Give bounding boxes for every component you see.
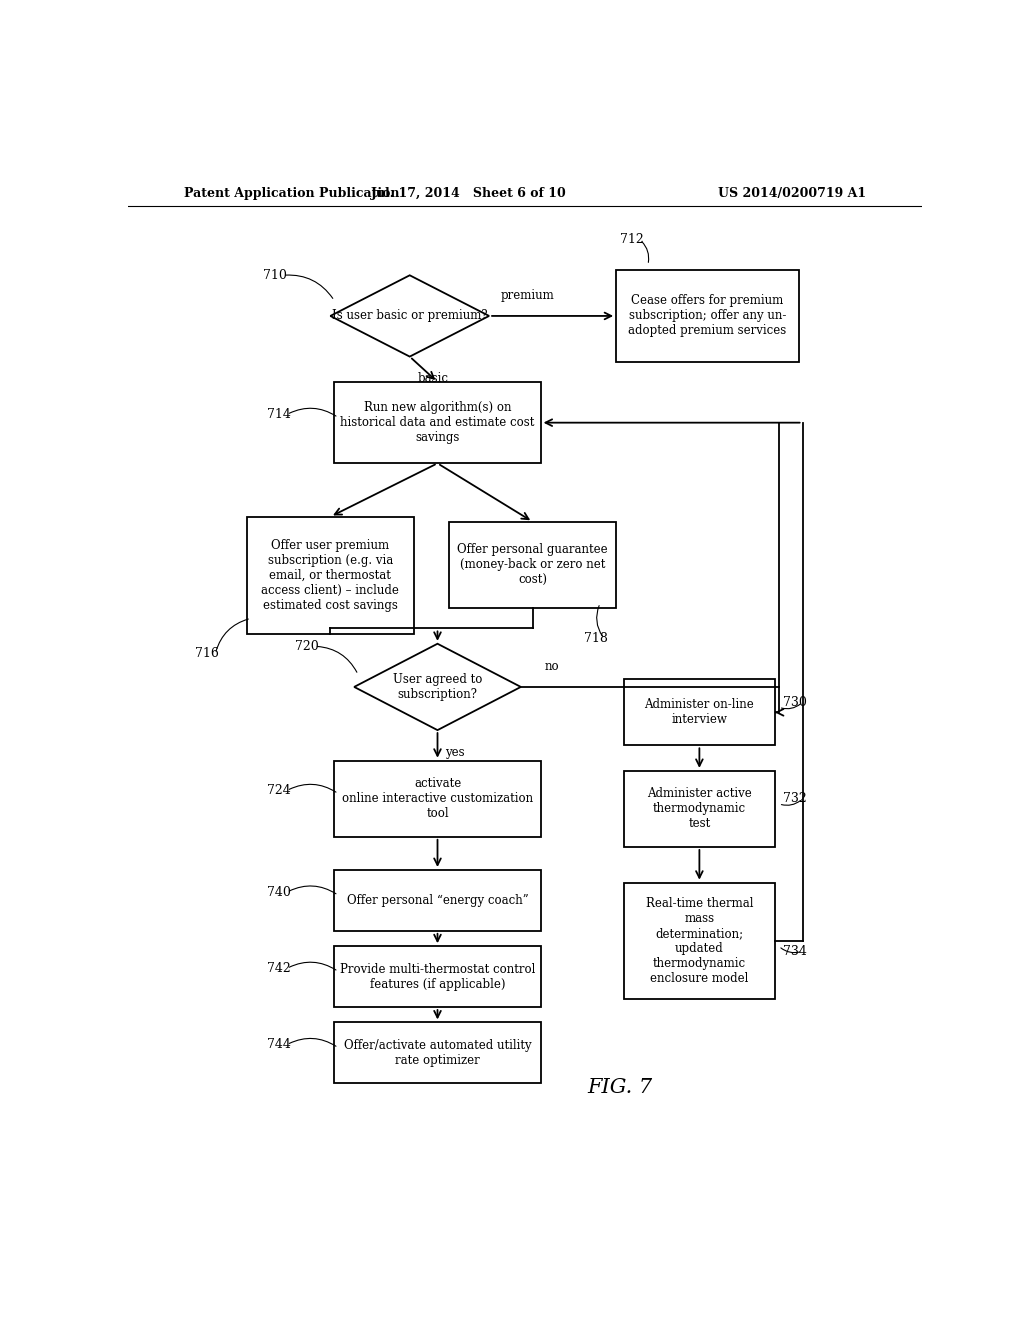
Text: Run new algorithm(s) on
historical data and estimate cost
savings: Run new algorithm(s) on historical data … (340, 401, 535, 444)
Text: 712: 712 (620, 234, 644, 247)
Text: 734: 734 (782, 945, 807, 958)
Text: 724: 724 (267, 784, 291, 797)
Text: Real-time thermal
mass
determination;
updated
thermodynamic
enclosure model: Real-time thermal mass determination; up… (646, 898, 753, 985)
Text: yes: yes (445, 746, 465, 759)
Text: Patent Application Publication: Patent Application Publication (183, 187, 399, 201)
Text: Cease offers for premium
subscription; offer any un-
adopted premium services: Cease offers for premium subscription; o… (628, 294, 786, 338)
Text: 718: 718 (585, 632, 608, 645)
FancyBboxPatch shape (450, 521, 616, 609)
Text: 710: 710 (263, 269, 287, 281)
Text: 714: 714 (267, 408, 291, 421)
Text: 716: 716 (196, 647, 219, 660)
Text: activate
online interactive customization
tool: activate online interactive customizatio… (342, 777, 534, 820)
Text: Administer on-line
interview: Administer on-line interview (644, 698, 755, 726)
Text: Jul. 17, 2014   Sheet 6 of 10: Jul. 17, 2014 Sheet 6 of 10 (372, 187, 567, 201)
Text: Offer personal “energy coach”: Offer personal “energy coach” (347, 894, 528, 907)
FancyBboxPatch shape (334, 760, 541, 837)
Text: no: no (545, 660, 559, 673)
Text: Administer active
thermodynamic
test: Administer active thermodynamic test (647, 788, 752, 830)
Text: 732: 732 (782, 792, 807, 805)
Text: Provide multi-thermostat control
features (if applicable): Provide multi-thermostat control feature… (340, 962, 536, 990)
FancyBboxPatch shape (334, 946, 541, 1007)
FancyBboxPatch shape (624, 680, 775, 746)
Text: basic: basic (418, 372, 449, 385)
Text: FIG. 7: FIG. 7 (588, 1078, 652, 1097)
FancyBboxPatch shape (334, 870, 541, 931)
FancyBboxPatch shape (616, 271, 799, 362)
Polygon shape (331, 276, 489, 356)
FancyBboxPatch shape (334, 381, 541, 463)
Text: Offer personal guarantee
(money-back or zero net
cost): Offer personal guarantee (money-back or … (458, 544, 608, 586)
Text: 744: 744 (267, 1039, 291, 1051)
Text: premium: premium (501, 289, 555, 302)
Text: US 2014/0200719 A1: US 2014/0200719 A1 (718, 187, 866, 201)
FancyBboxPatch shape (624, 883, 775, 999)
FancyBboxPatch shape (247, 516, 414, 634)
Text: 742: 742 (267, 962, 291, 975)
Text: 720: 720 (295, 640, 318, 653)
Text: Offer user premium
subscription (e.g. via
email, or thermostat
access client) – : Offer user premium subscription (e.g. vi… (261, 539, 399, 611)
Text: Offer/activate automated utility
rate optimizer: Offer/activate automated utility rate op… (344, 1039, 531, 1067)
Text: Is user basic or premium?: Is user basic or premium? (332, 309, 487, 322)
Text: 730: 730 (782, 696, 807, 709)
Text: User agreed to
subscription?: User agreed to subscription? (393, 673, 482, 701)
Text: 740: 740 (267, 886, 291, 899)
FancyBboxPatch shape (334, 1022, 541, 1084)
FancyBboxPatch shape (624, 771, 775, 847)
Polygon shape (354, 644, 521, 730)
